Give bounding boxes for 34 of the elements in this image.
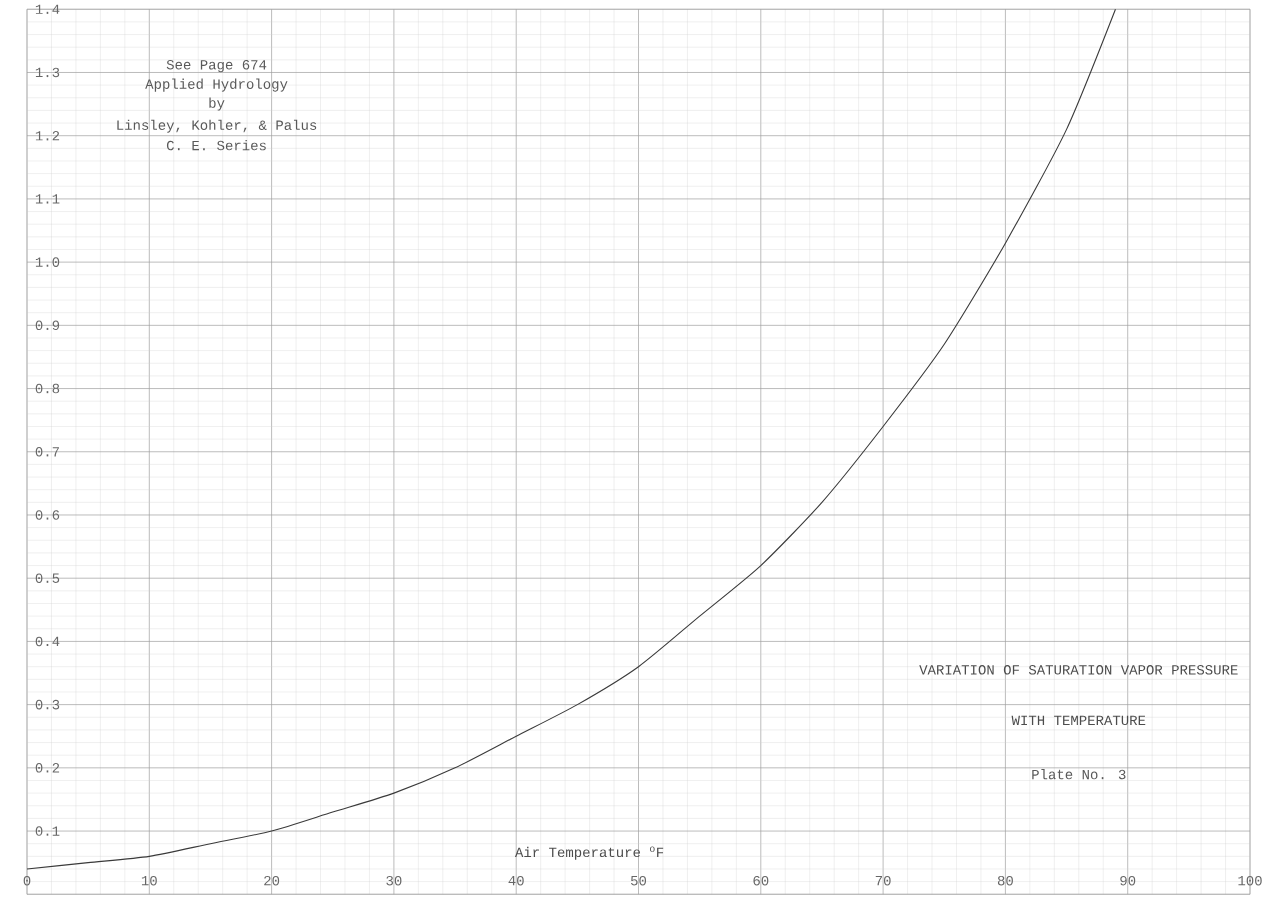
x-tick-label: 10 (141, 875, 157, 886)
y-tick-label: 0.1 (35, 826, 60, 836)
x-tick-label: 40 (508, 875, 524, 886)
y-tick-label: 1.2 (35, 130, 60, 141)
x-tick-label: 100 (1238, 875, 1262, 886)
y-tick-label: 1.0 (35, 257, 60, 267)
y-tick-label: 0.2 (35, 762, 60, 773)
annotation: by (209, 97, 225, 111)
x-axis-title: Air Temperature $^{o}$F (514, 846, 664, 860)
annotation: Linsley, Kohler, & Palus (117, 119, 317, 133)
annotation: Plate No. 3 (1032, 768, 1126, 780)
x-tick-label: 50 (630, 875, 647, 886)
y-tick-label: 0.3 (35, 699, 60, 710)
y-tick-label: 1.1 (35, 194, 60, 204)
x-tick-label: 0 (23, 875, 31, 886)
text: WITH TEMPERATURE (1011, 715, 1146, 725)
x-tick-label: 80 (997, 875, 1013, 886)
y-tick-label: 0.4 (35, 636, 60, 647)
y-tick-label: 0.9 (35, 320, 60, 330)
x-tick-label: 30 (386, 875, 402, 886)
x-tick-label: 60 (753, 875, 769, 886)
annotation: See Page 674 (166, 59, 267, 73)
annotation: Applied Hydrology (145, 78, 288, 92)
x-tick-label: 90 (1120, 875, 1136, 886)
x-tick-label: 70 (875, 875, 891, 886)
annotation: C. E. Series (166, 139, 266, 151)
text: VARIATION OF SATURATION VAPOR PRESSURE (919, 664, 1238, 675)
y-tick-label: 0.8 (35, 383, 60, 394)
x-tick-label: 20 (264, 875, 280, 886)
y-tick-label: 1.4 (35, 4, 60, 14)
y-tick-label: 0.7 (35, 446, 59, 457)
y-tick-label: 1.3 (35, 67, 60, 78)
y-tick-label: 0.6 (35, 510, 60, 520)
y-tick-label: 0.5 (35, 573, 60, 583)
